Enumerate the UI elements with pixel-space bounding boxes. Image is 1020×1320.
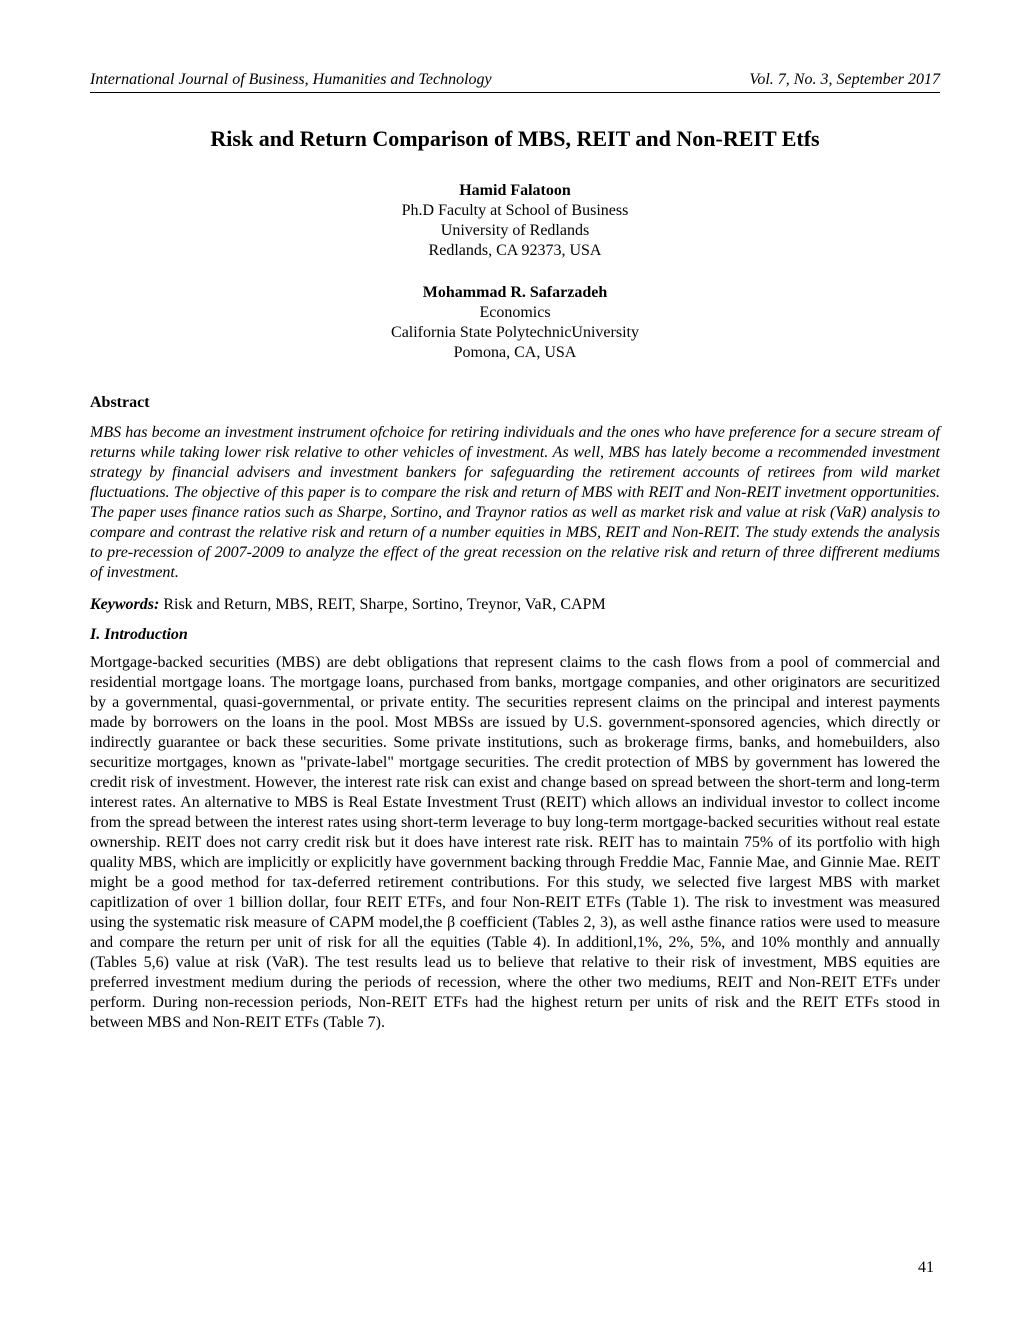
introduction-heading: I. Introduction [90,625,940,645]
abstract-heading: Abstract [90,393,940,413]
page-number: 41 [918,1258,934,1278]
author-affiliation-line: Ph.D Faculty at School of Business [90,201,940,221]
author-affiliation-line: University of Redlands [90,221,940,241]
author-affiliation-line: Pomona, CA, USA [90,343,940,363]
author-name: Mohammad R. Safarzadeh [90,283,940,303]
page-header: International Journal of Business, Human… [90,70,940,93]
abstract-text: MBS has become an investment instrument … [90,423,940,583]
author-affiliation-line: California State PolytechnicUniversity [90,323,940,343]
keywords-text: Risk and Return, MBS, REIT, Sharpe, Sort… [159,596,605,613]
issue-info: Vol. 7, No. 3, September 2017 [749,70,940,90]
author-affiliation-line: Redlands, CA 92373, USA [90,241,940,261]
paper-title: Risk and Return Comparison of MBS, REIT … [90,125,940,153]
introduction-text: Mortgage-backed securities (MBS) are deb… [90,653,940,1033]
keywords-label: Keywords: [90,596,159,613]
keywords-line: Keywords: Risk and Return, MBS, REIT, Sh… [90,595,940,615]
author-name: Hamid Falatoon [90,181,940,201]
journal-name: International Journal of Business, Human… [90,70,492,90]
author-affiliation-line: Economics [90,303,940,323]
author-block-2: Mohammad R. Safarzadeh Economics Califor… [90,283,940,363]
author-block-1: Hamid Falatoon Ph.D Faculty at School of… [90,181,940,261]
